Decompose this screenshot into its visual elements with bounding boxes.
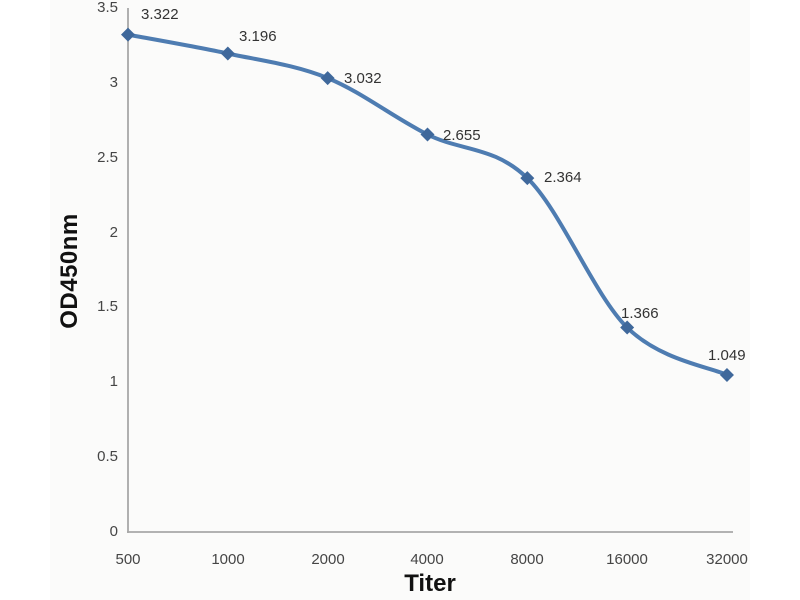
data-point-marker[interactable] bbox=[719, 367, 734, 382]
data-point-label: 1.366 bbox=[621, 305, 659, 322]
x-tick-label: 1000 bbox=[211, 551, 245, 568]
data-point-marker[interactable] bbox=[620, 320, 635, 335]
data-point-marker[interactable] bbox=[420, 127, 435, 142]
x-tick-label: 4000 bbox=[410, 551, 444, 568]
data-point-label: 3.196 bbox=[239, 28, 277, 45]
data-point-label: 1.049 bbox=[708, 347, 746, 364]
data-point-label: 2.364 bbox=[544, 169, 582, 186]
data-point-marker[interactable] bbox=[520, 171, 535, 186]
x-tick-label: 8000 bbox=[510, 551, 544, 568]
data-point-marker[interactable] bbox=[220, 46, 235, 61]
x-axis-title: Titer bbox=[404, 570, 456, 597]
y-axis-title: OD450nm bbox=[56, 213, 83, 329]
data-point-label: 3.322 bbox=[141, 6, 179, 23]
x-tick-label: 500 bbox=[115, 551, 141, 568]
y-tick-label: 2 bbox=[109, 224, 118, 241]
y-tick-label: 0.5 bbox=[97, 448, 118, 465]
data-point-marker[interactable] bbox=[121, 27, 135, 42]
y-tick-label: 3.5 bbox=[97, 0, 118, 16]
data-point-label: 3.032 bbox=[344, 70, 382, 87]
x-tick-label: 16000 bbox=[606, 551, 648, 568]
data-point-marker[interactable] bbox=[320, 71, 335, 86]
y-tick-label: 3 bbox=[109, 74, 118, 91]
x-tick-label: 2000 bbox=[311, 551, 345, 568]
y-tick-label: 0 bbox=[109, 523, 118, 540]
y-tick-label: 1.5 bbox=[97, 298, 118, 315]
x-tick-label: 32000 bbox=[706, 551, 748, 568]
chart-image-panel bbox=[50, 0, 750, 600]
data-point-label: 2.655 bbox=[443, 127, 481, 144]
series-line bbox=[126, 32, 729, 377]
y-tick-label: 1 bbox=[109, 373, 118, 390]
y-tick-label: 2.5 bbox=[97, 149, 118, 166]
